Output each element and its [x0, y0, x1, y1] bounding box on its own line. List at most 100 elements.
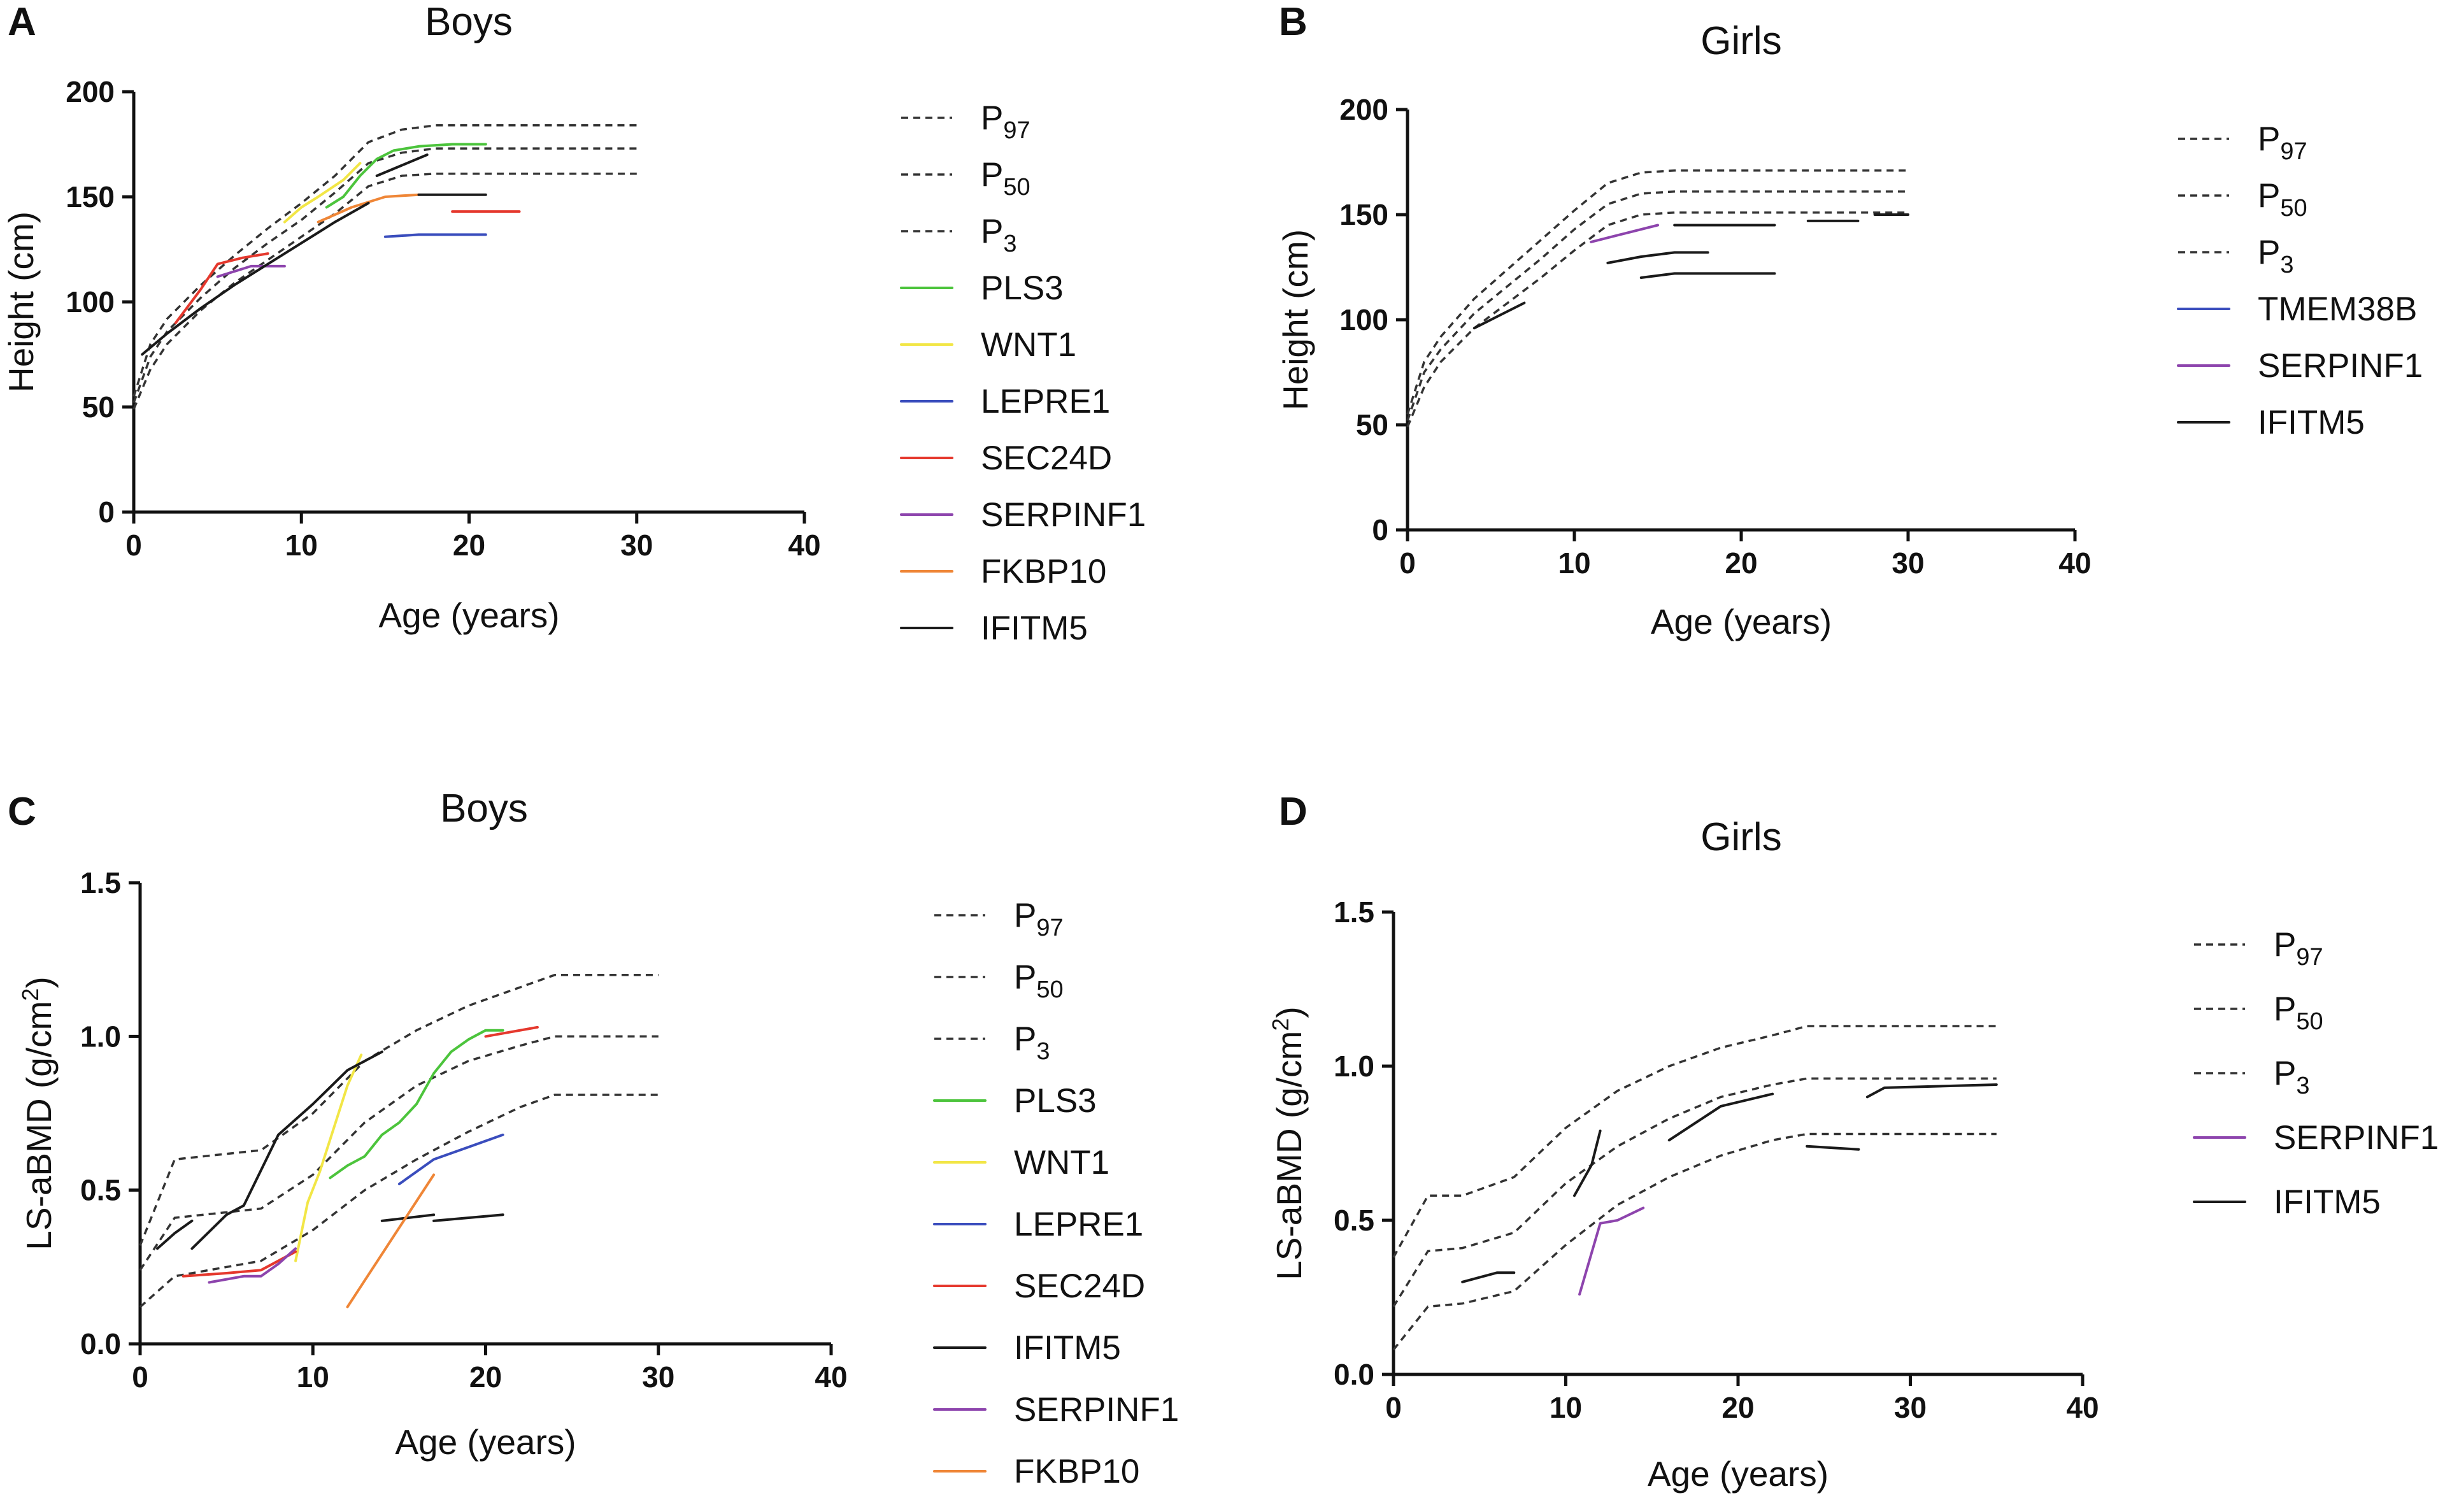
x-tick-label: 10: [285, 529, 318, 562]
legend-item: P3: [2194, 1055, 2310, 1099]
y-tick-label: 1.0: [80, 1020, 121, 1053]
y-axis-label: LS-aBMD (g/cm2): [1267, 1006, 1309, 1280]
legend: P97 P50 P3 SERPINF1 IFITM5: [2193, 926, 2439, 1221]
series-line: [182, 1250, 297, 1278]
legend-label: P3: [2274, 1055, 2310, 1099]
legend-item: LEPRE1: [933, 1206, 1143, 1243]
series-serpinf1: [208, 1247, 297, 1284]
panel-a: A Boys 0 10 20 30 40 0 50 100 150 200 Age (years) Hei…: [1, 0, 1146, 647]
panel-letter: B: [1279, 0, 1308, 44]
series-line: [141, 201, 370, 356]
legend-item: P50: [2194, 990, 2323, 1035]
legend-label: TMEM38B: [2258, 290, 2417, 328]
legend-label: SEC24D: [1014, 1267, 1145, 1305]
series-group: [132, 124, 637, 410]
series-p3: [132, 172, 637, 410]
legend-item: P50: [901, 156, 1030, 201]
legend-label: SERPINF1: [2258, 347, 2423, 385]
legend-item: PLS3: [933, 1082, 1097, 1120]
series-line: [1392, 1025, 1997, 1258]
legend-label: SEC24D: [981, 439, 1112, 477]
legend-item: P3: [934, 1020, 1050, 1065]
series-line: [1667, 1092, 1774, 1142]
x-tick-label: 0: [1399, 546, 1416, 580]
series-ifitm5: [156, 1050, 504, 1250]
legend-item: IFITM5: [900, 610, 1088, 647]
series-p3: [1392, 1132, 1997, 1351]
series-line: [325, 143, 487, 209]
x-tick-label: 0: [125, 529, 142, 562]
legend-label: IFITM5: [2274, 1183, 2381, 1221]
chart-title: Boys: [440, 787, 528, 831]
x-tick-label: 0: [1385, 1391, 1402, 1424]
x-tick-label: 10: [1558, 546, 1590, 580]
legend-label: PLS3: [1014, 1082, 1097, 1120]
series-line: [1406, 169, 1908, 415]
series-line: [139, 1094, 659, 1308]
legend-item: SEC24D: [900, 439, 1112, 477]
series-pls3: [329, 1029, 504, 1180]
legend-item: SERPINF1: [933, 1391, 1179, 1429]
panel-d: D Girls 0 10 20 30 40 0.0 0.5 1.0 1.5 Age (years) LS…: [1267, 790, 2439, 1494]
y-tick-label: 100: [66, 285, 115, 318]
series-line: [216, 264, 286, 278]
legend-label: P3: [981, 213, 1017, 257]
series-serpinf1: [1590, 224, 1659, 243]
legend-item: SERPINF1: [2193, 1119, 2439, 1157]
series-wnt1: [294, 1053, 363, 1262]
legend-item: P3: [2178, 234, 2294, 278]
legend-label: SERPINF1: [1014, 1391, 1179, 1429]
series-pls3: [325, 143, 487, 209]
y-tick-label: 0.0: [1334, 1358, 1374, 1391]
legend-item: P3: [901, 213, 1017, 257]
legend-label: P50: [2258, 177, 2307, 222]
legend-label: IFITM5: [1014, 1329, 1121, 1367]
series-line: [132, 124, 637, 397]
series-line: [432, 1213, 504, 1222]
series-p50: [139, 1035, 659, 1271]
legend-label: IFITM5: [981, 610, 1088, 647]
legend-item: P50: [934, 959, 1064, 1003]
series-line: [1406, 190, 1908, 421]
series-line: [346, 1173, 436, 1309]
series-sec24d: [182, 1025, 539, 1278]
series-line: [1590, 224, 1659, 243]
series-line: [329, 1029, 504, 1180]
x-tick-label: 40: [815, 1360, 847, 1394]
legend-item: TMEM38B: [2177, 290, 2417, 328]
legend-label: P50: [1014, 959, 1064, 1003]
legend-label: P50: [981, 156, 1030, 201]
legend-item: IFITM5: [933, 1329, 1121, 1367]
x-tick-label: 30: [642, 1360, 674, 1394]
legend-label: WNT1: [1014, 1144, 1109, 1181]
x-axis-label: Age (years): [1651, 602, 1832, 641]
series-line: [174, 252, 269, 324]
legend-item: SERPINF1: [2177, 347, 2423, 385]
panel-letter: C: [8, 790, 36, 834]
x-tick-label: 40: [2058, 546, 2091, 580]
series-line: [383, 233, 487, 238]
chart-title: Girls: [1700, 19, 1781, 63]
y-tick-label: 1.5: [1334, 895, 1374, 929]
legend-item: P50: [2178, 177, 2307, 222]
legend-label: P3: [1014, 1020, 1050, 1065]
series-line: [397, 1133, 504, 1185]
legend-label: P97: [1014, 897, 1064, 941]
legend-label: P97: [981, 99, 1030, 144]
series-line: [1472, 301, 1526, 330]
series-line: [1865, 1083, 1998, 1099]
series-p3: [139, 1094, 659, 1308]
series-p97: [1392, 1025, 1997, 1258]
legend-item: WNT1: [900, 326, 1076, 364]
series-line: [1392, 1077, 1997, 1308]
series-serpinf1: [1578, 1206, 1645, 1296]
legend-item: P97: [934, 897, 1064, 941]
legend-item: IFITM5: [2177, 404, 2365, 441]
y-axis-label: Height (cm): [1, 211, 41, 392]
x-axis-label: Age (years): [395, 1422, 576, 1462]
series-line: [139, 974, 659, 1246]
y-tick-label: 150: [66, 180, 115, 213]
series-line: [1573, 1129, 1602, 1197]
legend-item: IFITM5: [2193, 1183, 2381, 1221]
